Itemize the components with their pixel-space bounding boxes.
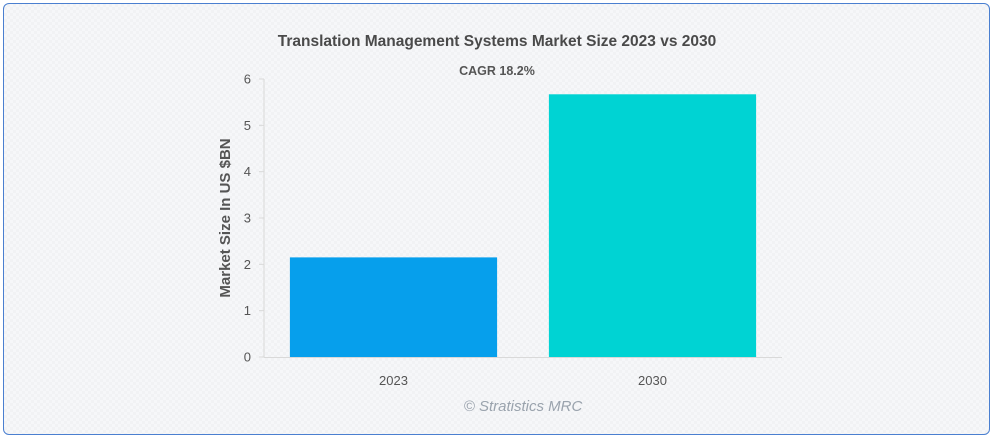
x-tick-label: 2023 [379, 373, 408, 388]
bar-2023[interactable] [289, 257, 498, 357]
x-axis-ticks: 2023 2030 [379, 373, 667, 388]
bar-2030[interactable] [548, 94, 757, 357]
y-tick-label: 5 [244, 118, 251, 133]
x-tick-label: 2030 [638, 373, 667, 388]
chart-title: Translation Management Systems Market Si… [278, 33, 717, 50]
watermark: © Stratistics MRC [464, 398, 583, 415]
y-axis-ticks: 0 1 2 3 4 5 6 [244, 72, 264, 365]
y-tick-label: 1 [244, 303, 251, 318]
chart-subtitle: CAGR 18.2% [459, 64, 535, 78]
y-tick-label: 6 [244, 72, 251, 87]
bars [289, 94, 757, 357]
y-axis-label: Market Size In US $BN [217, 138, 234, 297]
chart-card [3, 3, 990, 435]
y-tick-label: 4 [244, 164, 251, 179]
y-tick-label: 0 [244, 350, 251, 365]
y-tick-label: 2 [244, 257, 251, 272]
y-tick-label: 3 [244, 211, 251, 226]
